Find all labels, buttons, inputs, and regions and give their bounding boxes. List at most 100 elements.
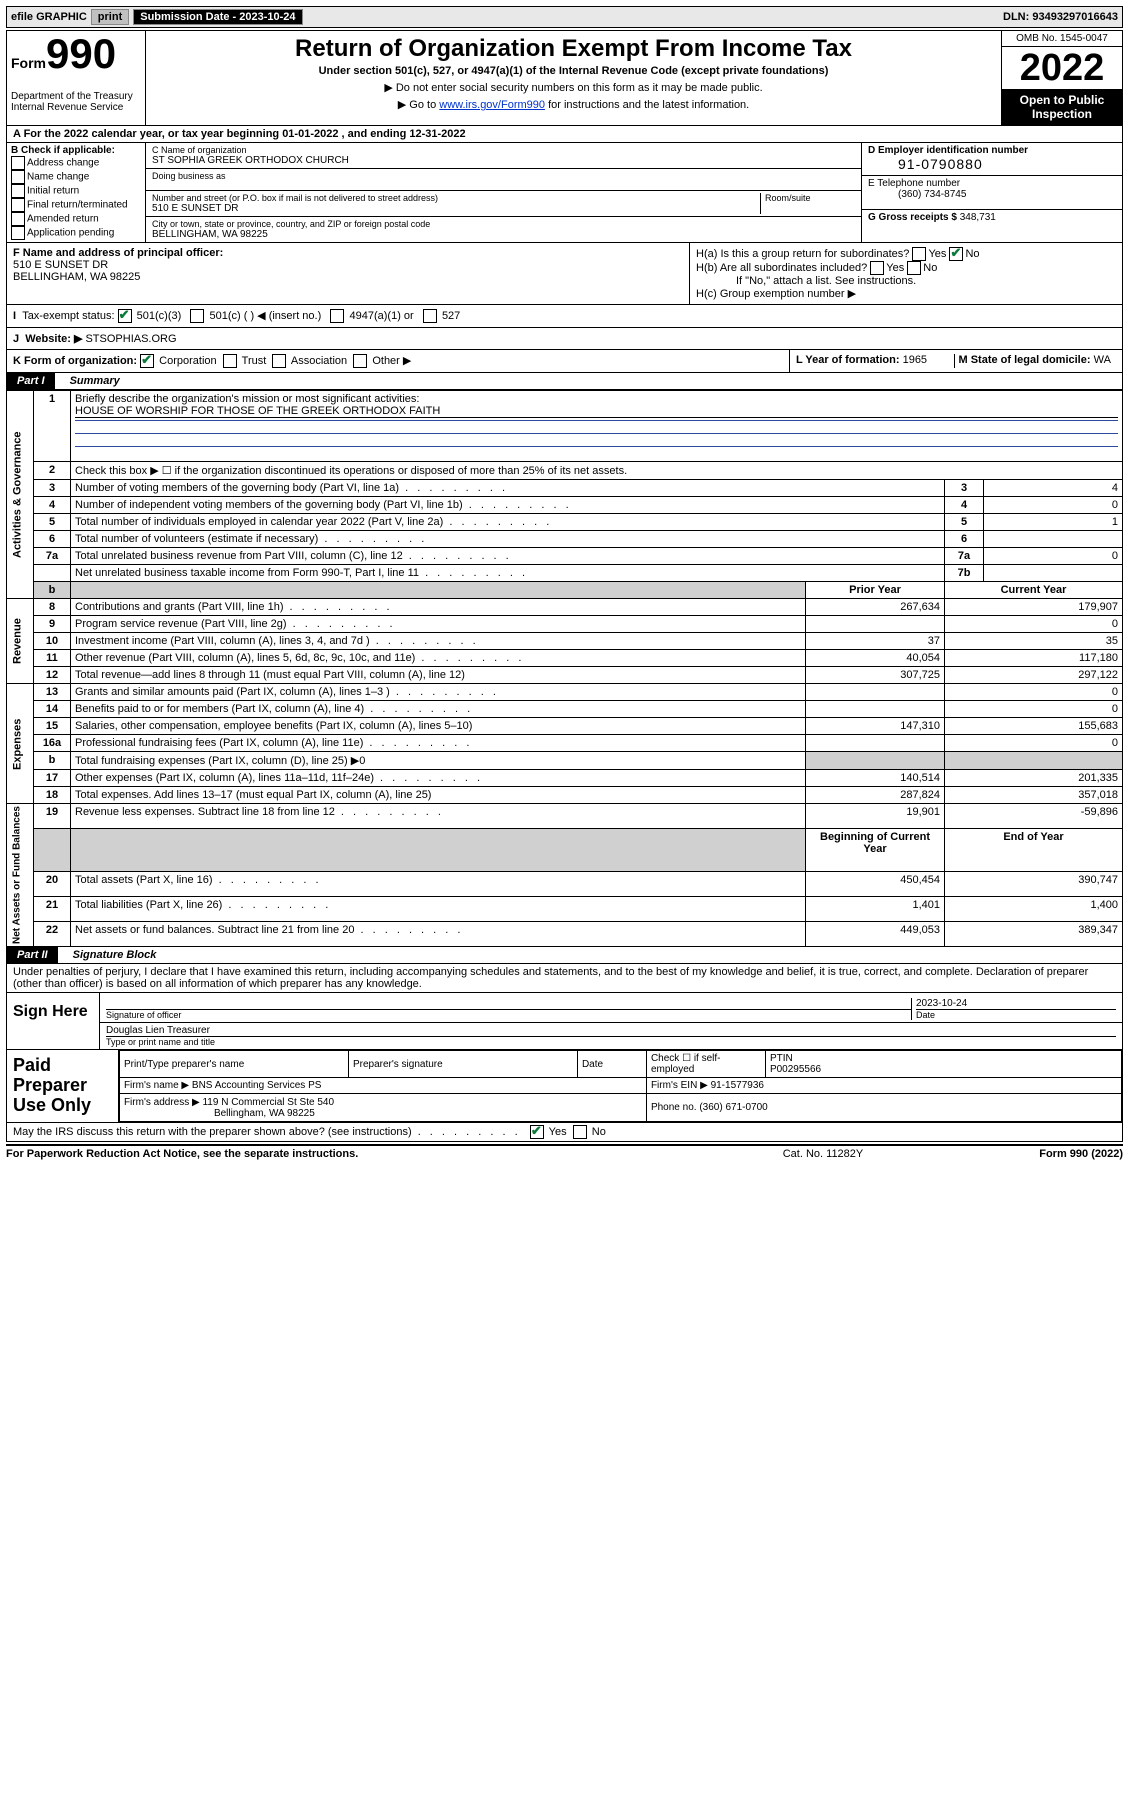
footer-left: For Paperwork Reduction Act Notice, see … bbox=[6, 1148, 723, 1160]
row-klm: K Form of organization: Corporation Trus… bbox=[6, 350, 1123, 373]
chk-501c[interactable] bbox=[190, 309, 204, 323]
chk-4947[interactable] bbox=[330, 309, 344, 323]
line-7a: Total unrelated business revenue from Pa… bbox=[71, 548, 945, 565]
chk-501c3[interactable] bbox=[118, 309, 132, 323]
discuss-yes[interactable] bbox=[530, 1125, 544, 1139]
firm-addr1: 119 N Commercial St Ste 540 bbox=[202, 1097, 334, 1108]
firm-ein-label: Firm's EIN ▶ bbox=[651, 1080, 708, 1091]
chk-corp[interactable] bbox=[140, 354, 154, 368]
gross-label: G Gross receipts $ bbox=[868, 212, 957, 223]
ptin-label: PTIN bbox=[770, 1053, 793, 1064]
part1-table: Activities & Governance 1 Briefly descri… bbox=[6, 390, 1123, 947]
gross-value: 348,731 bbox=[960, 212, 996, 223]
line-17: Other expenses (Part IX, column (A), lin… bbox=[71, 770, 806, 787]
form-word: Form bbox=[11, 55, 46, 71]
chk-amended-return[interactable]: Amended return bbox=[11, 212, 141, 226]
f-addr1: 510 E SUNSET DR bbox=[13, 259, 683, 271]
m-label: M State of legal domicile: bbox=[959, 354, 1091, 366]
b-label: B Check if applicable: bbox=[11, 145, 141, 156]
row-i: I Tax-exempt status: 501(c)(3) 501(c) ( … bbox=[6, 305, 1123, 328]
city-value: BELLINGHAM, WA 98225 bbox=[152, 229, 855, 240]
prep-h2: Preparer's signature bbox=[348, 1051, 577, 1078]
line-21: Total liabilities (Part X, line 26) bbox=[71, 897, 806, 922]
goto-prefix: ▶ Go to bbox=[398, 99, 439, 111]
m-value: WA bbox=[1094, 354, 1111, 366]
chk-trust[interactable] bbox=[223, 354, 237, 368]
line-22: Net assets or fund balances. Subtract li… bbox=[71, 922, 806, 947]
h-a: H(a) Is this a group return for subordin… bbox=[696, 247, 1116, 261]
chk-address-change[interactable]: Address change bbox=[11, 156, 141, 170]
form-subtitle-2: ▶ Do not enter social security numbers o… bbox=[154, 81, 993, 94]
row-a-tax-year: A For the 2022 calendar year, or tax yea… bbox=[6, 126, 1123, 143]
page-footer: For Paperwork Reduction Act Notice, see … bbox=[6, 1144, 1123, 1160]
k-label: K Form of organization: bbox=[13, 355, 137, 367]
vlabel-net: Net Assets or Fund Balances bbox=[7, 804, 34, 947]
prep-h3: Date bbox=[577, 1051, 646, 1078]
j-label: Website: ▶ bbox=[25, 333, 82, 345]
preparer-label: Paid Preparer Use Only bbox=[7, 1050, 119, 1121]
line-16a: Professional fundraising fees (Part IX, … bbox=[71, 735, 806, 752]
firm-addr2: Bellingham, WA 98225 bbox=[124, 1108, 315, 1119]
c-name-label: C Name of organization bbox=[152, 145, 855, 155]
firm-label: Firm's name ▶ bbox=[124, 1080, 189, 1091]
chk-application-pending[interactable]: Application pending bbox=[11, 226, 141, 240]
line-8-py: 267,634 bbox=[806, 599, 945, 616]
line-8: Contributions and grants (Part VIII, lin… bbox=[71, 599, 806, 616]
eoy-hdr: End of Year bbox=[945, 829, 1123, 872]
firm-ein: 91-1577936 bbox=[711, 1080, 764, 1091]
officer-name: Douglas Lien Treasurer bbox=[106, 1025, 1116, 1036]
chk-other[interactable] bbox=[353, 354, 367, 368]
line-9: Program service revenue (Part VIII, line… bbox=[71, 616, 806, 633]
vlabel-revenue: Revenue bbox=[7, 599, 34, 684]
chk-name-change[interactable]: Name change bbox=[11, 170, 141, 184]
line-20: Total assets (Part X, line 16) bbox=[71, 872, 806, 897]
header-block: B Check if applicable: Address change Na… bbox=[6, 143, 1123, 243]
q1-label: Briefly describe the organization's miss… bbox=[75, 393, 419, 405]
part2-bar: Part II Signature Block bbox=[6, 947, 1123, 964]
website-value: STSOPHIAS.ORG bbox=[85, 333, 176, 345]
street-value: 510 E SUNSET DR bbox=[152, 203, 760, 214]
firm-addr-label: Firm's address ▶ bbox=[124, 1097, 200, 1108]
i-label: Tax-exempt status: bbox=[22, 310, 114, 322]
q2: Check this box ▶ ☐ if the organization d… bbox=[71, 462, 1123, 480]
form-number: 990 bbox=[46, 30, 116, 77]
sign-block: Sign Here Signature of officer 2023-10-2… bbox=[6, 993, 1123, 1050]
discuss-no[interactable] bbox=[573, 1125, 587, 1139]
line-11: Other revenue (Part VIII, column (A), li… bbox=[71, 650, 806, 667]
dept-label: Department of the Treasury bbox=[11, 91, 141, 102]
form-subtitle-1: Under section 501(c), 527, or 4947(a)(1)… bbox=[154, 65, 993, 77]
part1-label: Part I bbox=[7, 373, 55, 389]
chk-527[interactable] bbox=[423, 309, 437, 323]
chk-initial-return[interactable]: Initial return bbox=[11, 184, 141, 198]
h-note: If "No," attach a list. See instructions… bbox=[696, 275, 1116, 287]
chk-assoc[interactable] bbox=[272, 354, 286, 368]
line-5: Total number of individuals employed in … bbox=[71, 514, 945, 531]
line-3-val: 4 bbox=[984, 480, 1123, 497]
line-7b-val bbox=[984, 565, 1123, 582]
footer-form: Form 990 (2022) bbox=[923, 1148, 1123, 1160]
line-19: Revenue less expenses. Subtract line 18 … bbox=[71, 804, 806, 829]
irs-link[interactable]: www.irs.gov/Form990 bbox=[439, 99, 545, 111]
line-6-val bbox=[984, 531, 1123, 548]
print-button[interactable]: print bbox=[91, 9, 129, 25]
omb-number: OMB No. 1545-0047 bbox=[1002, 31, 1122, 47]
line-4-val: 0 bbox=[984, 497, 1123, 514]
l-value: 1965 bbox=[903, 354, 927, 366]
goto-suffix: for instructions and the latest informat… bbox=[545, 99, 749, 111]
chk-final-return[interactable]: Final return/terminated bbox=[11, 198, 141, 212]
irs-label: Internal Revenue Service bbox=[11, 102, 141, 113]
sig-date: 2023-10-24 bbox=[916, 998, 1116, 1009]
city-label: City or town, state or province, country… bbox=[152, 219, 855, 229]
part1-title: Summary bbox=[66, 373, 124, 389]
line-3: Number of voting members of the governin… bbox=[71, 480, 945, 497]
sign-here-label: Sign Here bbox=[7, 993, 100, 1049]
part1-bar: Part I Summary bbox=[6, 373, 1123, 390]
f-addr2: BELLINGHAM, WA 98225 bbox=[13, 271, 683, 283]
form-subtitle-3: ▶ Go to www.irs.gov/Form990 for instruct… bbox=[154, 98, 993, 111]
current-year-hdr: Current Year bbox=[945, 582, 1123, 599]
boy-hdr: Beginning of Current Year bbox=[806, 829, 945, 872]
tel-label: E Telephone number bbox=[868, 178, 1116, 189]
efile-top-bar: efile GRAPHIC print Submission Date - 20… bbox=[6, 6, 1123, 28]
discuss-text: May the IRS discuss this return with the… bbox=[13, 1126, 521, 1138]
line-10: Investment income (Part VIII, column (A)… bbox=[71, 633, 806, 650]
